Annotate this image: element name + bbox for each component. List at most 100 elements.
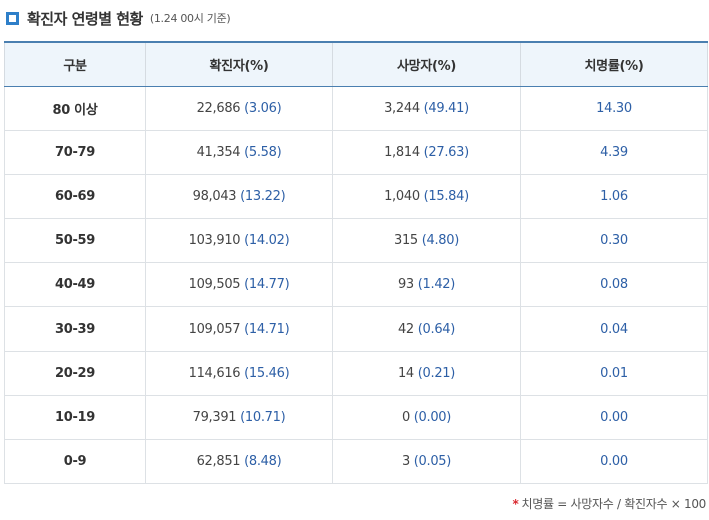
deaths-cell: 0 (0.00) [332,395,521,441]
confirmed-percent: (15.46) [244,365,290,381]
confirmed-cell: 98,043 (13.22) [145,174,333,220]
table-body: 80 이상 22,686 (3.06) 3,244 (49.41) 14.30 70-7… [4,86,708,485]
table-row: 40-49 109,505 (14.77) 93 (1.42) 0.08 [4,262,708,308]
deaths-percent: (0.05) [413,454,452,470]
age-stats-table-container: 구분 확진자(%) 사망자(%) 치명률(%) 80 이상 22,686 (3.0… [4,41,708,485]
fatality-rate: 14.30 [596,100,632,116]
age-group-label: 60-69 [54,188,96,204]
deaths-percent: (15.84) [423,188,470,204]
table-row: 30-39 109,057 (14.71) 42 (0.64) 0.04 [4,306,708,352]
square-bullet-icon [6,11,19,25]
age-group-cell: 10-19 [4,395,146,441]
age-stats-table: 구분 확진자(%) 사망자(%) 치명률(%) 80 이상 22,686 (3.0… [4,41,708,485]
age-group-label: 80 이상 [52,102,98,118]
confirmed-cell: 109,505 (14.77) [145,262,333,308]
deaths-percent: (27.63) [423,144,470,160]
fatality-cell: 1.06 [520,174,708,220]
deaths-percent: (1.42) [417,277,456,293]
fatality-cell: 0.01 [520,351,708,396]
confirmed-percent: (13.22) [240,188,286,204]
deaths-cell: 14 (0.21) [332,351,521,396]
table-row: 20-29 114,616 (15.46) 14 (0.21) 0.01 [4,351,708,396]
age-group-cell: 0-9 [4,439,146,485]
confirmed-percent: (5.58) [244,144,282,160]
page-title: 확진자 연령별 현황 [27,9,143,28]
deaths-count: 1,040 [384,188,420,204]
fatality-cell: 0.30 [520,218,708,264]
confirmed-percent: (3.06) [244,100,282,116]
confirmed-count: 103,910 [188,233,241,249]
age-group-cell: 20-29 [4,351,146,396]
confirmed-count: 79,391 [192,409,237,425]
fatality-rate: 1.06 [600,188,628,204]
fatality-cell: 0.08 [520,262,708,308]
deaths-count: 3,244 [384,100,420,116]
deaths-count: 1,814 [384,144,420,160]
deaths-cell: 1,040 (15.84) [332,174,521,220]
footnote-star: * [512,497,519,511]
header-fatality: 치명률(%) [520,41,708,87]
deaths-count: 0 [401,409,410,425]
age-group-label: 50-59 [54,233,96,249]
confirmed-count: 62,851 [196,454,241,470]
age-group-label: 10-19 [54,409,96,425]
header-category: 구분 [4,41,146,87]
fatality-rate: 0.04 [600,321,628,337]
deaths-count: 3 [401,454,410,470]
confirmed-cell: 103,910 (14.02) [145,218,333,264]
confirmed-cell: 109,057 (14.71) [145,306,333,352]
confirmed-cell: 41,354 (5.58) [145,130,333,175]
age-group-label: 20-29 [54,365,96,381]
deaths-cell: 3 (0.05) [332,439,521,485]
age-group-label: 70-79 [54,144,96,160]
age-group-cell: 80 이상 [4,86,146,131]
fatality-rate: 0.00 [600,454,628,470]
confirmed-percent: (14.77) [244,277,290,293]
table-header-row: 구분 확진자(%) 사망자(%) 치명률(%) [4,41,708,87]
confirmed-count: 114,616 [188,365,241,381]
confirmed-count: 22,686 [196,100,241,116]
deaths-cell: 93 (1.42) [332,262,521,308]
confirmed-count: 98,043 [192,188,237,204]
confirmed-count: 109,057 [188,321,241,337]
deaths-cell: 1,814 (27.63) [332,130,521,175]
header-deaths: 사망자(%) [332,41,521,87]
confirmed-percent: (14.71) [244,321,290,337]
confirmed-cell: 62,851 (8.48) [145,439,333,485]
section-header: 확진자 연령별 현황 (1.24 00시 기준) [6,7,231,29]
table-row: 50-59 103,910 (14.02) 315 (4.80) 0.30 [4,218,708,264]
deaths-percent: (4.80) [421,233,460,249]
footnote: * 치명률 = 사망자수 / 확진자수 × 100 [512,495,707,512]
deaths-count: 315 [393,233,418,249]
age-group-cell: 50-59 [4,218,146,264]
fatality-rate: 0.01 [600,365,628,381]
table-row: 70-79 41,354 (5.58) 1,814 (27.63) 4.39 [4,130,708,175]
table-row: 0-9 62,851 (8.48) 3 (0.05) 0.00 [4,439,708,485]
fatality-rate: 4.39 [600,144,628,160]
deaths-count: 93 [397,277,414,293]
age-group-label: 40-49 [54,277,96,293]
table-row: 60-69 98,043 (13.22) 1,040 (15.84) 1.06 [4,174,708,220]
deaths-percent: (0.21) [417,365,456,381]
deaths-cell: 315 (4.80) [332,218,521,264]
deaths-count: 14 [397,365,414,381]
confirmed-cell: 114,616 (15.46) [145,351,333,396]
fatality-cell: 0.00 [520,439,708,485]
deaths-cell: 3,244 (49.41) [332,86,521,131]
age-group-cell: 70-79 [4,130,146,175]
age-group-cell: 40-49 [4,262,146,308]
deaths-percent: (0.64) [417,321,456,337]
confirmed-cell: 22,686 (3.06) [145,86,333,131]
page-subtitle: (1.24 00시 기준) [149,12,231,25]
fatality-cell: 0.00 [520,395,708,441]
fatality-rate: 0.08 [600,277,628,293]
confirmed-percent: (14.02) [244,233,290,249]
table-row: 80 이상 22,686 (3.06) 3,244 (49.41) 14.30 [4,86,708,131]
table-row: 10-19 79,391 (10.71) 0 (0.00) 0.00 [4,395,708,441]
confirmed-count: 41,354 [196,144,241,160]
age-group-cell: 60-69 [4,174,146,220]
age-group-label: 30-39 [54,321,96,337]
age-group-label: 0-9 [63,454,87,470]
fatality-cell: 4.39 [520,130,708,175]
confirmed-count: 109,505 [188,277,241,293]
